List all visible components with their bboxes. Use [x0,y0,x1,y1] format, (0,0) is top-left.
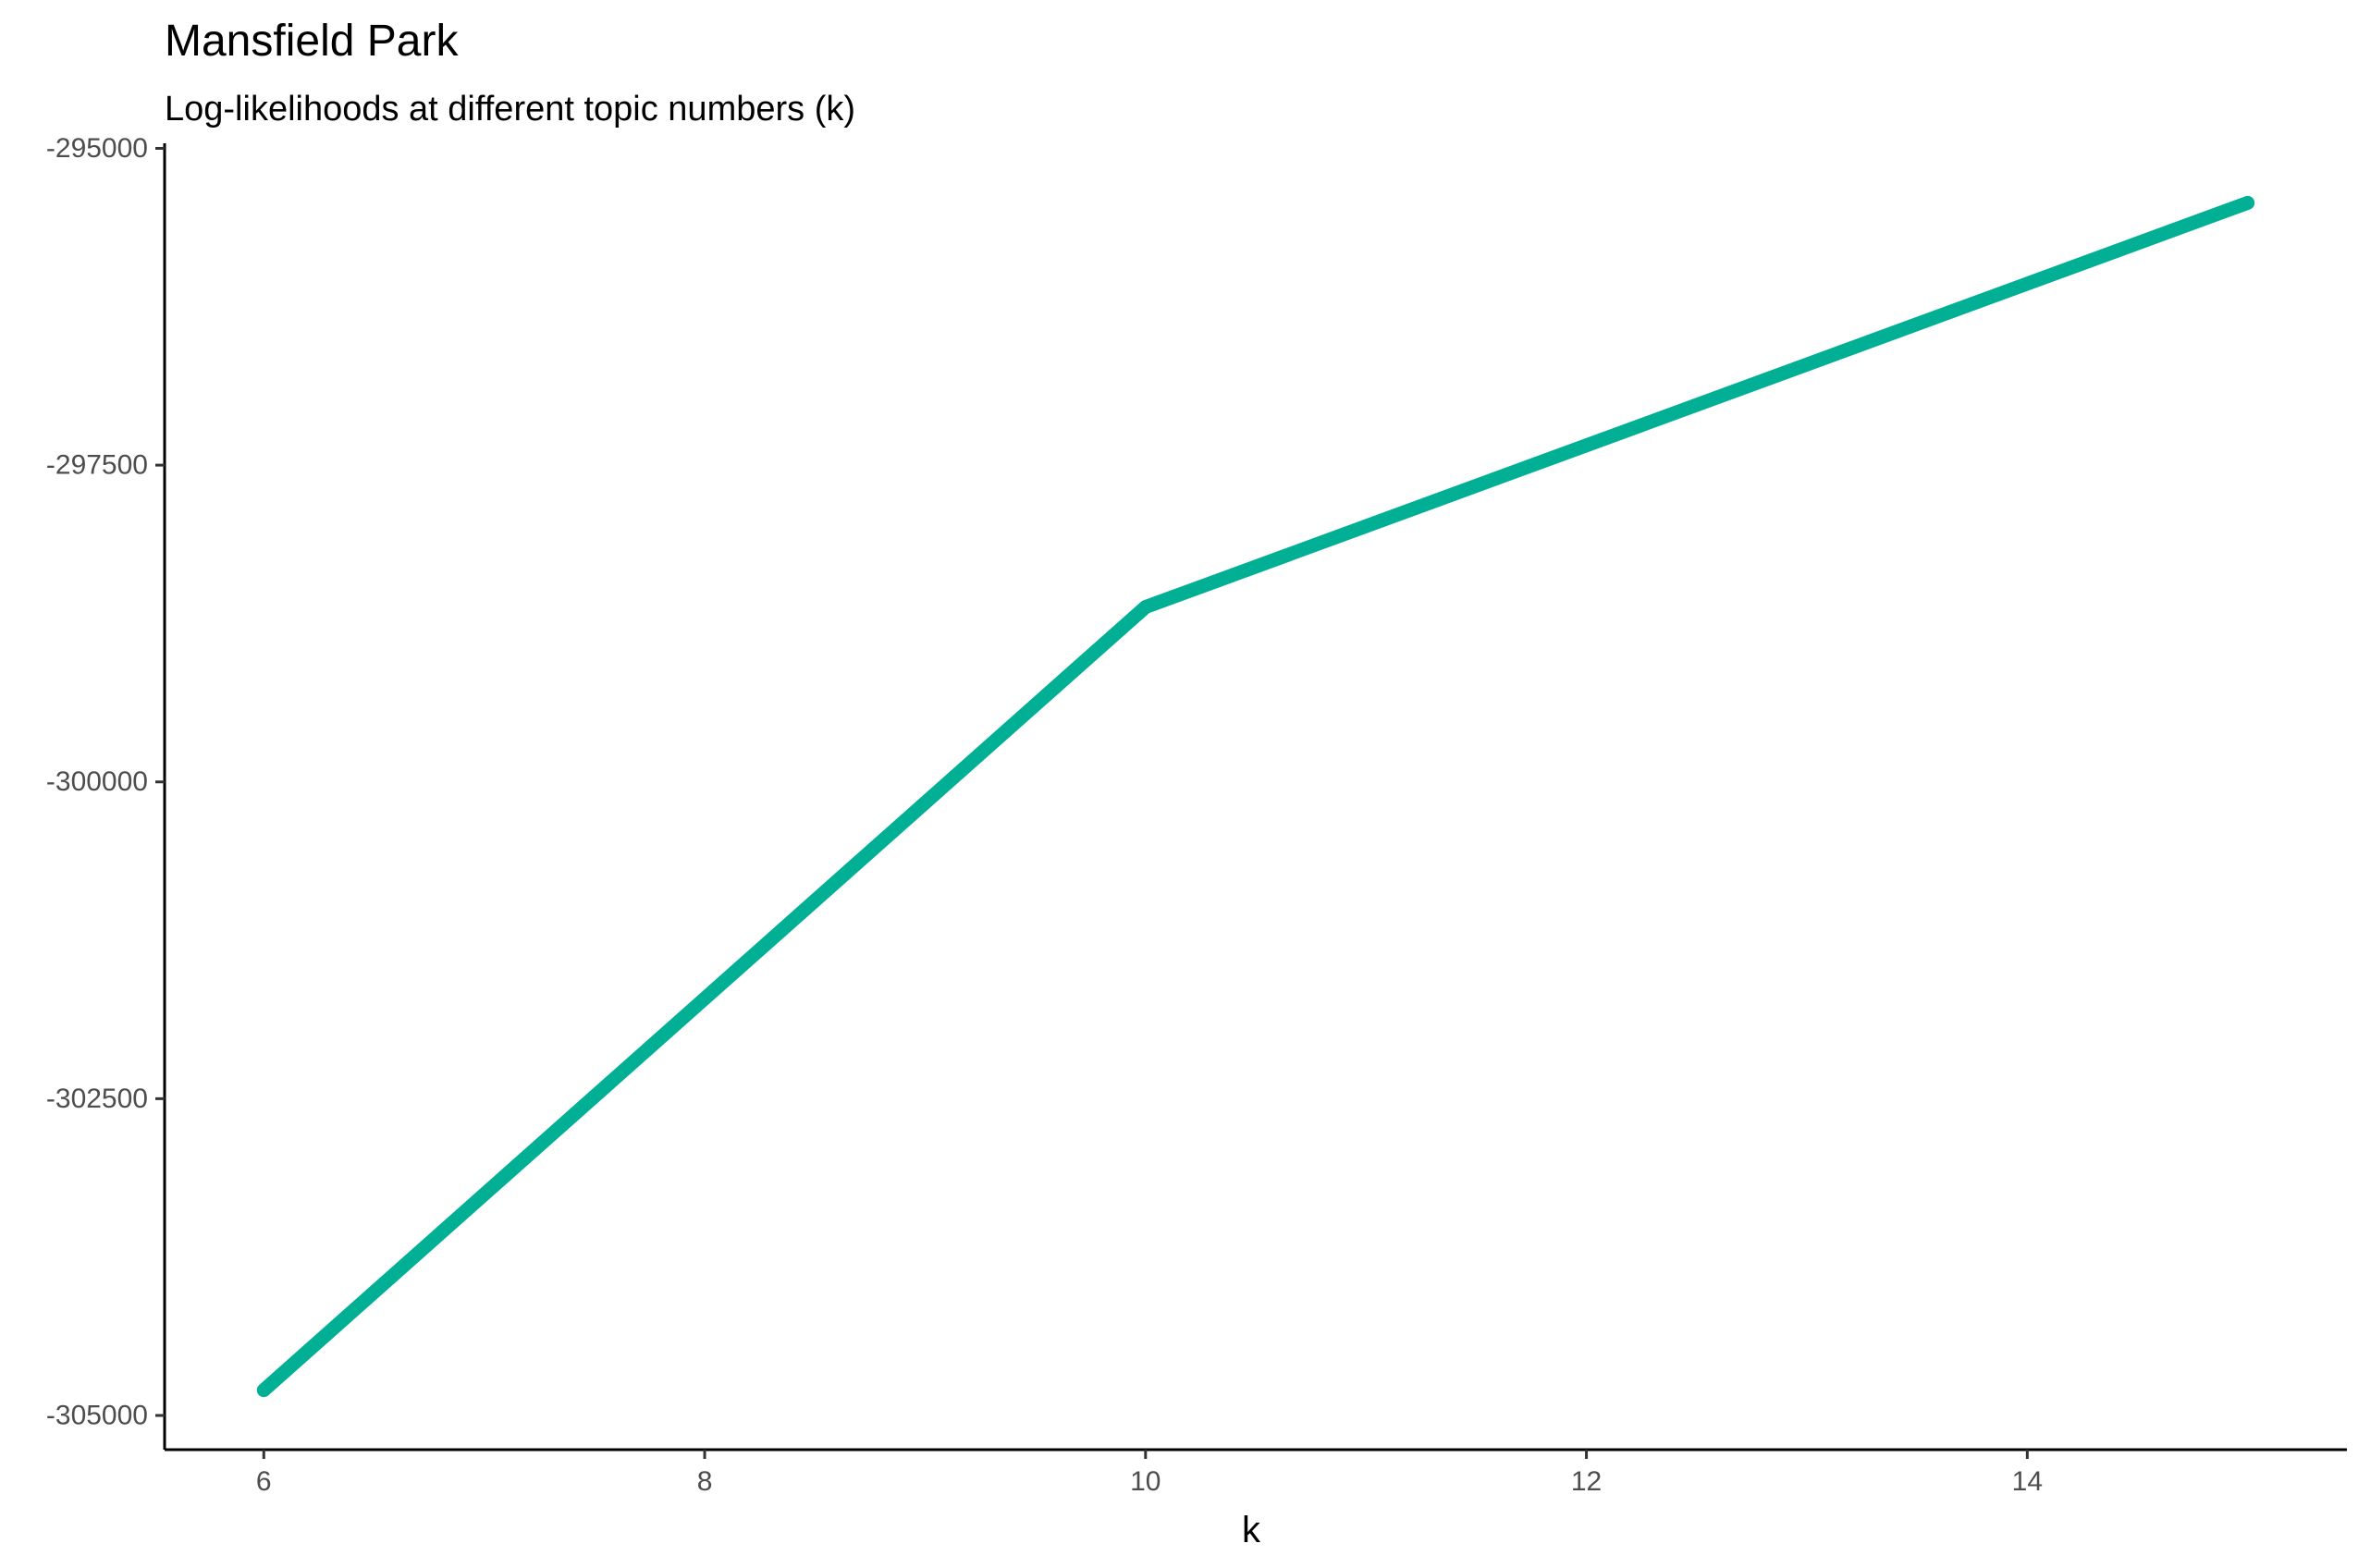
y-tick-label: -305000 [46,1400,148,1430]
x-tick-label: 8 [697,1466,713,1497]
chart-title: Mansfield Park [165,17,459,66]
x-tick-label: 12 [1571,1466,1602,1497]
plot-area: -295000 -297500 -300000 -302500 -305000 6 8 10 1… [46,133,2347,1497]
y-tick-label: -295000 [46,133,148,164]
x-axis-label: k [1242,1510,1261,1550]
x-tick-label: 14 [2012,1466,2043,1497]
x-tick-label: 10 [1130,1466,1161,1497]
y-tick-label: -302500 [46,1084,148,1114]
y-tick-label: -300000 [46,766,148,797]
x-tick-label: 6 [256,1466,272,1497]
series-line [256,195,2255,1398]
chart-subtitle: Log-likelihoods at different topic numbe… [165,90,855,129]
y-tick-label: -297500 [46,450,148,481]
